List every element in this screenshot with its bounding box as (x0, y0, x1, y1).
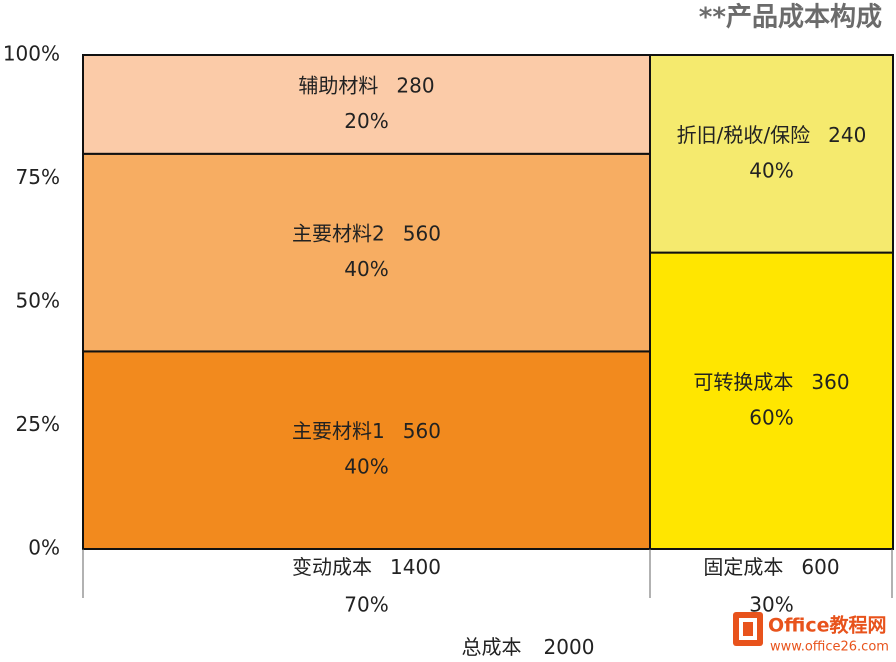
watermark-icon (733, 612, 763, 646)
segment-label: 主要材料1 560 (292, 419, 441, 443)
segment-name: 辅助材料 (298, 73, 378, 97)
segment (649, 54, 894, 254)
segment-name: 折旧/税收/保险 (677, 122, 810, 146)
column-label: 变动成本 1400 (292, 555, 441, 579)
segment-name: 变动成本 (292, 555, 372, 579)
segment-value: 1400 (390, 555, 441, 579)
segment-label: 折旧/税收/保险 240 (677, 122, 867, 146)
segment-name: 可转换成本 (693, 369, 793, 393)
segment (82, 54, 651, 155)
segment (649, 251, 894, 550)
segment-value: 240 (828, 122, 866, 146)
segment-value: 360 (811, 369, 849, 393)
segment-share-label: 40% (344, 455, 388, 479)
segment (82, 152, 651, 353)
segment-share-label: 40% (344, 257, 388, 281)
y-tick-label: 0% (28, 536, 60, 560)
segment-value: 560 (403, 419, 441, 443)
segment-share-label: 40% (749, 158, 793, 182)
total-value: 2000 (544, 635, 595, 659)
segment-share-label: 60% (749, 405, 793, 429)
y-tick-label: 25% (16, 412, 60, 436)
segment (82, 350, 651, 550)
segment-label: 可转换成本 360 (693, 369, 849, 393)
total-label: 总成本 2000 (462, 635, 595, 659)
segment-name: 固定成本 (703, 555, 783, 579)
column-label: 固定成本 600 (703, 555, 839, 579)
watermark: Office教程网 www.office26.com (733, 612, 889, 655)
total-name: 总成本 (462, 635, 522, 659)
y-tick-label: 75% (16, 165, 60, 189)
segment-name: 主要材料2 (292, 221, 385, 245)
segment-value: 280 (396, 73, 434, 97)
watermark-brand: Office教程网 (768, 614, 887, 637)
column-share-label: 70% (344, 593, 388, 617)
segment-value: 600 (801, 555, 839, 579)
segment-name: 主要材料1 (292, 419, 385, 443)
segment-share-label: 20% (344, 109, 388, 133)
y-tick-label: 100% (3, 42, 60, 66)
segment-value: 560 (403, 221, 441, 245)
y-tick-label: 50% (16, 289, 60, 313)
segment-label: 辅助材料 280 (298, 73, 434, 97)
watermark-icon (739, 618, 757, 640)
chart-title: **产品成本构成 (699, 3, 882, 33)
watermark-url: www.office26.com (770, 640, 889, 655)
segment-label: 主要材料2 560 (292, 221, 441, 245)
